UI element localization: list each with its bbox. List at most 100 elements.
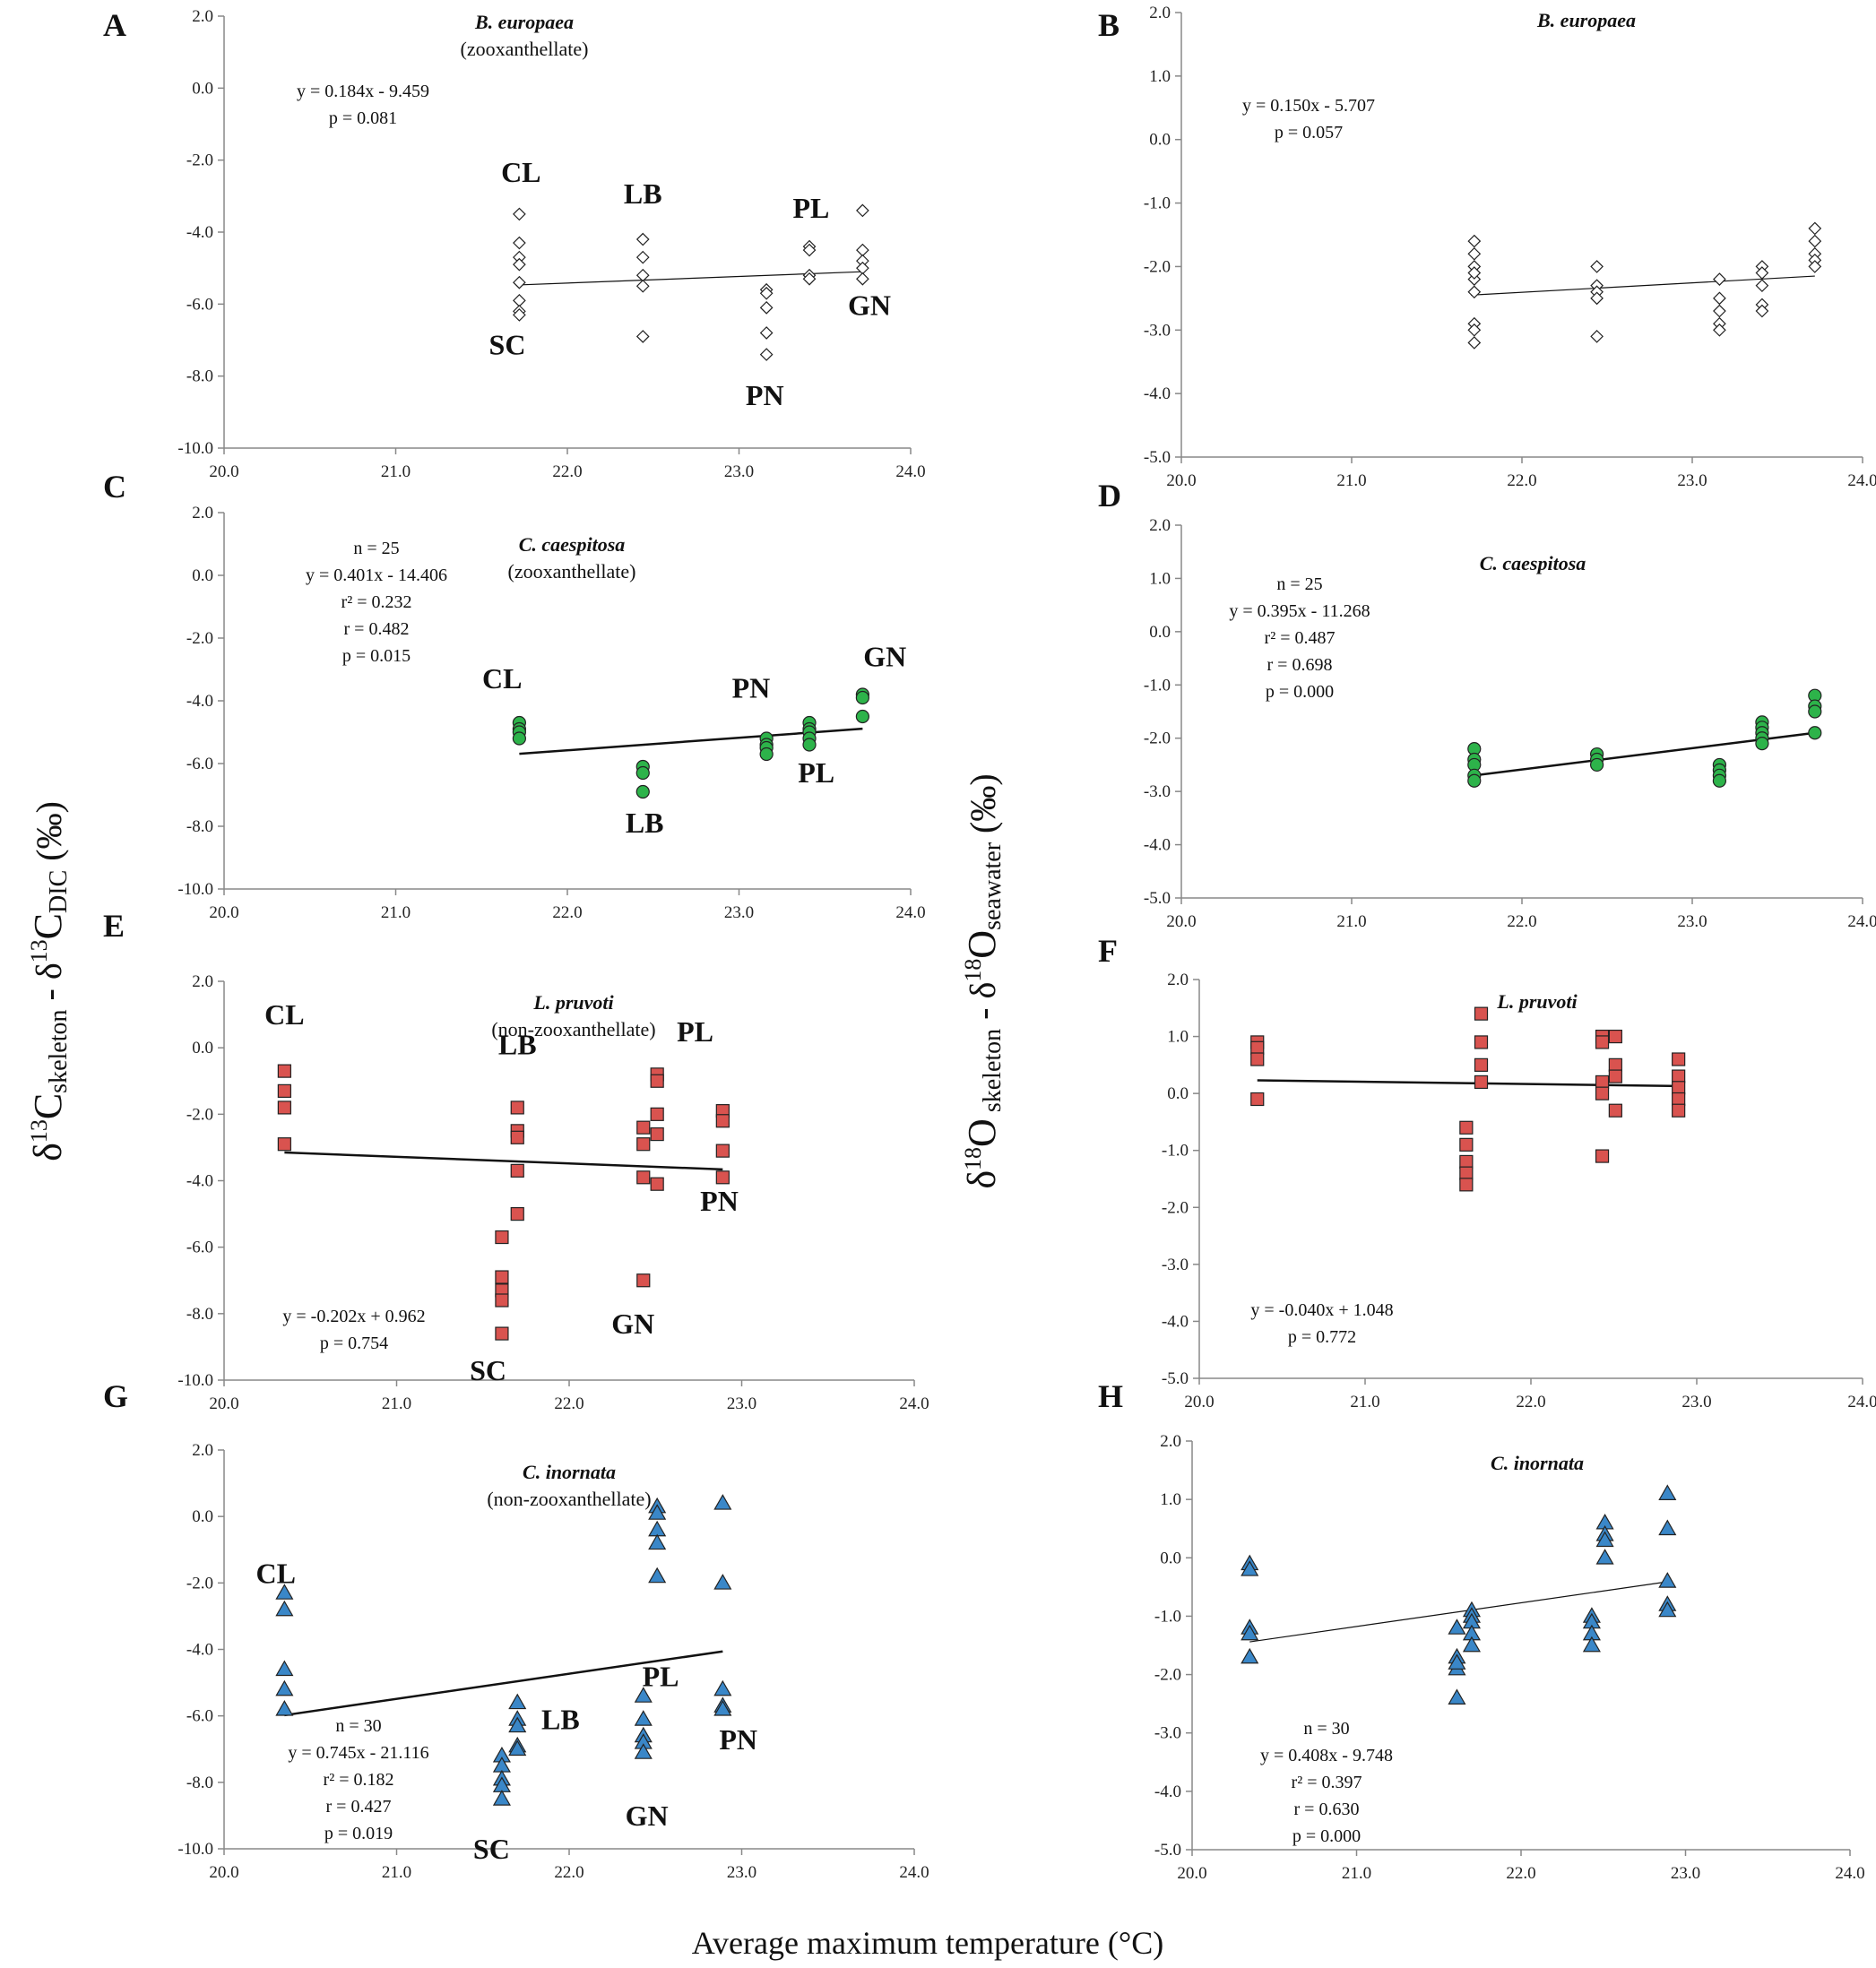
data-point (277, 1137, 291, 1152)
stats-line: y = 0.401x - 14.406 (306, 565, 447, 585)
stats-line: r = 0.630 (1294, 1800, 1360, 1819)
data-point (1808, 726, 1822, 740)
data-point (1448, 1618, 1466, 1635)
y-left-unit: (‰) (29, 801, 69, 870)
panel-letter: E (103, 908, 125, 944)
y-tick-label: -8.0 (186, 367, 213, 386)
x-tick-label: 20.0 (209, 462, 238, 481)
site-label: CL (256, 1557, 296, 1589)
site-label: PN (700, 1185, 739, 1217)
y-tick-label: -4.0 (186, 223, 213, 242)
data-point (1467, 234, 1482, 248)
y-left-sub2: DIC (45, 870, 73, 913)
data-point (1467, 285, 1482, 299)
data-point (713, 1700, 732, 1716)
data-point (1713, 272, 1726, 286)
y-tick-label: -2.0 (1162, 1198, 1189, 1217)
stats-line: r = 0.698 (1267, 655, 1333, 675)
site-label: CL (482, 662, 522, 695)
y-tick-label: -4.0 (1154, 1782, 1181, 1801)
stats-line: y = 0.184x - 9.459 (297, 82, 429, 101)
x-tick-label: 20.0 (1184, 1393, 1214, 1411)
y-tick-label: -10.0 (177, 1840, 213, 1859)
x-axis-title: Average maximum temperature (°C) (692, 1925, 1164, 1961)
stats-line: y = 0.150x - 5.707 (1242, 96, 1375, 116)
data-point (634, 1710, 653, 1726)
y-tick-label: 2.0 (192, 972, 213, 991)
species-label: C. inornata (523, 1461, 616, 1483)
y-tick-label: -5.0 (1154, 1841, 1181, 1860)
data-point (275, 1584, 294, 1600)
data-point (856, 203, 869, 218)
y-tick-label: -2.0 (186, 151, 213, 170)
y-tick-label: 1.0 (1149, 569, 1171, 588)
y-left-sup1: 13 (26, 1119, 52, 1143)
site-label: GN (626, 1800, 669, 1832)
species-label: L. pruvoti (1496, 990, 1578, 1013)
data-point (648, 1567, 667, 1584)
species-label: C. caespitosa (1480, 552, 1586, 574)
stats-line: r² = 0.487 (1265, 628, 1336, 648)
y-tick-label: -4.0 (186, 1172, 213, 1191)
site-label: PL (643, 1660, 679, 1692)
data-point (648, 1520, 667, 1537)
symbiosis-label: (zooxanthellate) (461, 38, 589, 60)
x-tick-label: 21.0 (1336, 471, 1366, 490)
stats-line: p = 0.081 (329, 108, 397, 128)
trend-line (284, 1151, 723, 1171)
data-point (495, 1293, 509, 1308)
data-point (513, 207, 526, 221)
y-left-delta1: δ (26, 1143, 70, 1161)
data-point (855, 709, 869, 724)
y-tick-label: -4.0 (1162, 1312, 1189, 1331)
stats-line: y = -0.040x + 1.048 (1250, 1300, 1393, 1320)
data-point (1467, 773, 1482, 788)
trend-line (1249, 1581, 1668, 1643)
stats-line: n = 25 (353, 539, 399, 558)
site-label: PL (677, 1015, 713, 1048)
data-point (636, 1137, 651, 1152)
data-point (510, 1163, 524, 1178)
data-point (1459, 1178, 1474, 1192)
data-point (1250, 1040, 1265, 1055)
data-point (715, 1170, 730, 1185)
site-label: GN (611, 1308, 654, 1340)
x-tick-label: 22.0 (552, 903, 582, 922)
y-tick-label: -1.0 (1162, 1142, 1189, 1161)
data-point (635, 330, 650, 343)
y-tick-label: -3.0 (1144, 321, 1171, 340)
data-point (1608, 1057, 1622, 1072)
x-tick-label: 20.0 (1166, 912, 1196, 931)
data-point (1713, 304, 1726, 318)
data-point (1467, 266, 1482, 280)
stats-line: r = 0.482 (344, 619, 410, 639)
data-point (634, 1687, 653, 1703)
y-tick-label: -8.0 (186, 1774, 213, 1792)
x-tick-label: 22.0 (1516, 1393, 1545, 1411)
x-tick-label: 24.0 (895, 462, 925, 481)
data-point (636, 1120, 651, 1135)
stats-line: p = 0.057 (1275, 123, 1343, 142)
stats-line: n = 30 (335, 1716, 381, 1736)
y-tick-label: 1.0 (1167, 1028, 1189, 1047)
site-label: PN (732, 672, 771, 704)
y-tick-label: -4.0 (186, 1641, 213, 1660)
stats-line: n = 25 (1276, 574, 1322, 594)
x-tick-label: 20.0 (1166, 471, 1196, 490)
y-tick-label: -8.0 (186, 817, 213, 836)
data-point (510, 1130, 524, 1144)
data-point (512, 731, 526, 746)
x-tick-label: 21.0 (382, 1394, 411, 1413)
data-point (1595, 1549, 1614, 1565)
species-label: C. inornata (1491, 1452, 1584, 1474)
y-tick-label: 2.0 (1149, 516, 1171, 535)
species-label: B. europaea (1536, 9, 1636, 31)
y-right-unit: (‰) (963, 773, 1003, 842)
y-tick-label: -2.0 (186, 1105, 213, 1124)
data-point (1590, 330, 1604, 343)
y-tick-label: -6.0 (186, 1707, 213, 1726)
y-tick-label: -10.0 (177, 1371, 213, 1390)
x-tick-label: 20.0 (209, 1863, 238, 1882)
y-tick-label: -2.0 (186, 1574, 213, 1593)
y-tick-label: 1.0 (1160, 1490, 1181, 1509)
